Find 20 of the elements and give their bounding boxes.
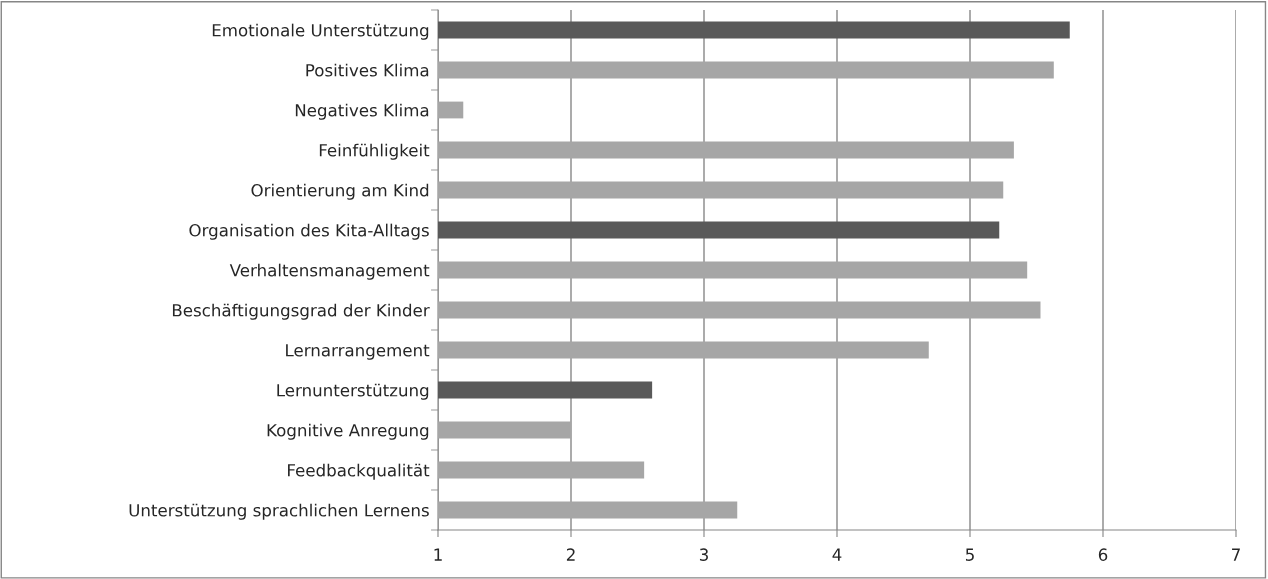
x-tick-label: 5 xyxy=(965,548,974,561)
x-tick-label: 3 xyxy=(699,548,708,561)
x-tick-label: 7 xyxy=(1232,548,1240,561)
y-tick-label: Emotionale Unterstützung xyxy=(212,23,429,40)
y-tick-label: Organisation des Kita-Alltags xyxy=(189,223,429,240)
y-tick-label: Lernunterstützung xyxy=(277,383,429,400)
y-tick-label: Verhaltensmanagement xyxy=(229,263,430,280)
x-tick-label: 4 xyxy=(832,548,842,561)
x-tick-label: 2 xyxy=(566,548,575,561)
y-tick-label: Lernarrangement xyxy=(286,344,430,360)
y-tick-label: Positives Klima xyxy=(306,63,429,77)
y-tick-label: Feedbackqualität xyxy=(288,463,430,480)
y-tick-label: Negatives Klima xyxy=(295,103,429,120)
y-tick-label: Unterstützung sprachlichen Lernens xyxy=(129,503,429,520)
x-tick-label: 1 xyxy=(434,548,442,561)
x-tick-label: 6 xyxy=(1098,548,1108,561)
y-tick-label: Orientierung am Kind xyxy=(251,183,429,200)
y-tick-label: Feinfühligkeit xyxy=(319,143,430,160)
y-tick-label: Kognitive Anregung xyxy=(267,423,429,440)
y-tick-label: Beschäftigungsgrad der Kinder xyxy=(172,303,430,320)
